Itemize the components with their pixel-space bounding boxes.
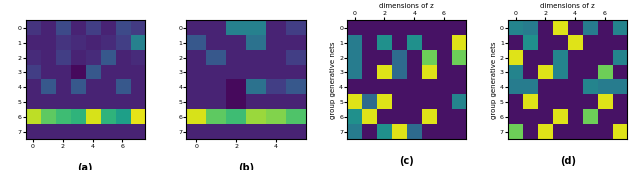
Text: (a): (a) — [77, 163, 93, 170]
Y-axis label: group generative nets: group generative nets — [491, 41, 497, 119]
Text: (b): (b) — [238, 163, 254, 170]
X-axis label: dimensions of z: dimensions of z — [380, 3, 434, 10]
Y-axis label: group generative nets: group generative nets — [330, 41, 336, 119]
Text: (d): (d) — [559, 156, 575, 166]
X-axis label: dimensions of z: dimensions of z — [540, 3, 595, 10]
Text: (c): (c) — [399, 156, 414, 166]
